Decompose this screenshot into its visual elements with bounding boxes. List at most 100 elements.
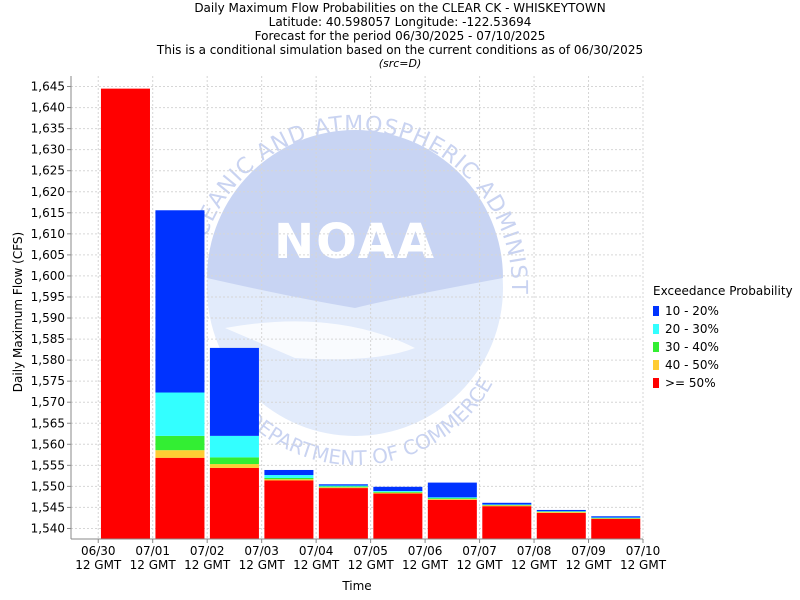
bar-segment [427,482,477,498]
x-tick-label-date: 07/04 [299,544,334,558]
legend-label: 20 - 30% [665,322,719,336]
y-tick-label: 1,595 [31,290,65,304]
legend-item: 20 - 30% [653,320,793,338]
bar-segment [427,499,477,500]
y-tick-label: 1,635 [31,122,65,136]
legend-label: 40 - 50% [665,358,719,372]
y-tick-label: 1,590 [31,311,65,325]
title-line-4: This is a conditional simulation based o… [156,43,644,57]
source-note: (src=D) [378,57,422,70]
x-tick-label-time: 12 GMT [130,558,177,572]
bar-segment [482,502,532,505]
bar-segment [482,505,532,507]
y-axis-label: Daily Maximum Flow (CFS) [11,232,25,392]
y-tick-label: 1,545 [31,500,65,514]
x-tick-label-date: 06/30 [81,544,116,558]
y-tick-label: 1,640 [31,101,65,115]
x-tick-label-time: 12 GMT [511,558,558,572]
x-tick-label-date: 07/07 [462,544,497,558]
bar-segment [427,499,477,539]
bar-segment [373,493,423,539]
title-line-1: Daily Maximum Flow Probabilities on the … [194,1,606,15]
bar-segment [482,506,532,539]
legend-swatch [653,342,659,352]
y-tick-label: 1,645 [31,80,65,94]
bar-segment [264,479,314,481]
y-tick-label: 1,630 [31,143,65,157]
bar-segment [536,512,586,539]
bar-segment [427,498,477,500]
legend-item: 30 - 40% [653,338,793,356]
bar-segment [373,492,423,494]
bar-segment [209,457,259,465]
x-tick-label-time: 12 GMT [348,558,395,572]
x-tick-label-time: 12 GMT [457,558,504,572]
bar-segment [264,477,314,480]
bar-segment [373,486,423,492]
bar-segment [591,516,641,518]
y-tick-label: 1,540 [31,521,65,535]
bar-segment [155,210,205,393]
bar-segment [536,512,586,513]
axes [70,76,643,540]
legend: Exceedance Probability 10 - 20% 20 - 30%… [653,284,793,392]
y-tick-label: 1,585 [31,332,65,346]
x-tick-label-date: 07/08 [517,544,552,558]
y-tick-label: 1,565 [31,416,65,430]
bar-segment [318,488,368,539]
x-tick-label-time: 12 GMT [293,558,340,572]
bar-segment [318,487,368,489]
bars [100,88,641,540]
y-tick-label: 1,555 [31,458,65,472]
x-tick-label-date: 07/09 [571,544,606,558]
legend-item: 40 - 50% [653,356,793,374]
x-tick-label-time: 12 GMT [402,558,449,572]
x-tick-label-date: 07/01 [135,544,170,558]
bar-segment [155,450,205,458]
legend-item: 10 - 20% [653,302,793,320]
bar-segment [100,88,150,540]
watermark-gull [225,321,415,360]
title-line-2: Latitude: 40.598057 Longitude: -122.5369… [268,15,532,29]
legend-swatch [653,378,659,388]
bar-segment [591,518,641,539]
x-tick-label-date: 07/06 [408,544,443,558]
bar-segment [264,480,314,539]
bar-segment [427,497,477,499]
y-tick-labels: 1,540 1,545 1,550 1,555 1,560 1,565 1,570 1,575… [31,80,71,535]
x-tick-label-date: 07/10 [626,544,661,558]
y-tick-label: 1,600 [31,269,65,283]
x-tick-label-time: 12 GMT [620,558,667,572]
x-tick-label-time: 12 GMT [184,558,231,572]
legend-label: 30 - 40% [665,340,719,354]
bar-segment [155,392,205,436]
watermark-sky [207,130,503,308]
title-line-3: Forecast for the period 06/30/2025 - 07/… [254,29,546,43]
x-tick-label-time: 12 GMT [565,558,612,572]
bar-segment [209,435,259,458]
bar-segment [373,491,423,493]
bar-segment [318,485,368,487]
bar-segment [536,509,586,512]
chart-title: Daily Maximum Flow Probabilities on the … [0,0,800,71]
legend-label: 10 - 20% [665,304,719,318]
legend-item: >= 50% [653,374,793,392]
y-tick-label: 1,560 [31,437,65,451]
x-tick-label-time: 12 GMT [75,558,122,572]
legend-swatch [653,306,659,316]
x-tick-label-date: 07/05 [353,544,388,558]
bar-segment [209,467,259,539]
x-tick-label-time: 12 GMT [239,558,286,572]
bar-segment [318,484,368,486]
bar-segment [155,435,205,451]
legend-label: >= 50% [665,376,716,390]
y-tick-label: 1,570 [31,395,65,409]
y-tick-label: 1,550 [31,479,65,493]
bar-segment [264,469,314,476]
x-tick-label-date: 07/02 [190,544,225,558]
bar-segment [264,475,314,478]
x-axis-label: Time [341,579,371,593]
y-tick-label: 1,605 [31,248,65,262]
